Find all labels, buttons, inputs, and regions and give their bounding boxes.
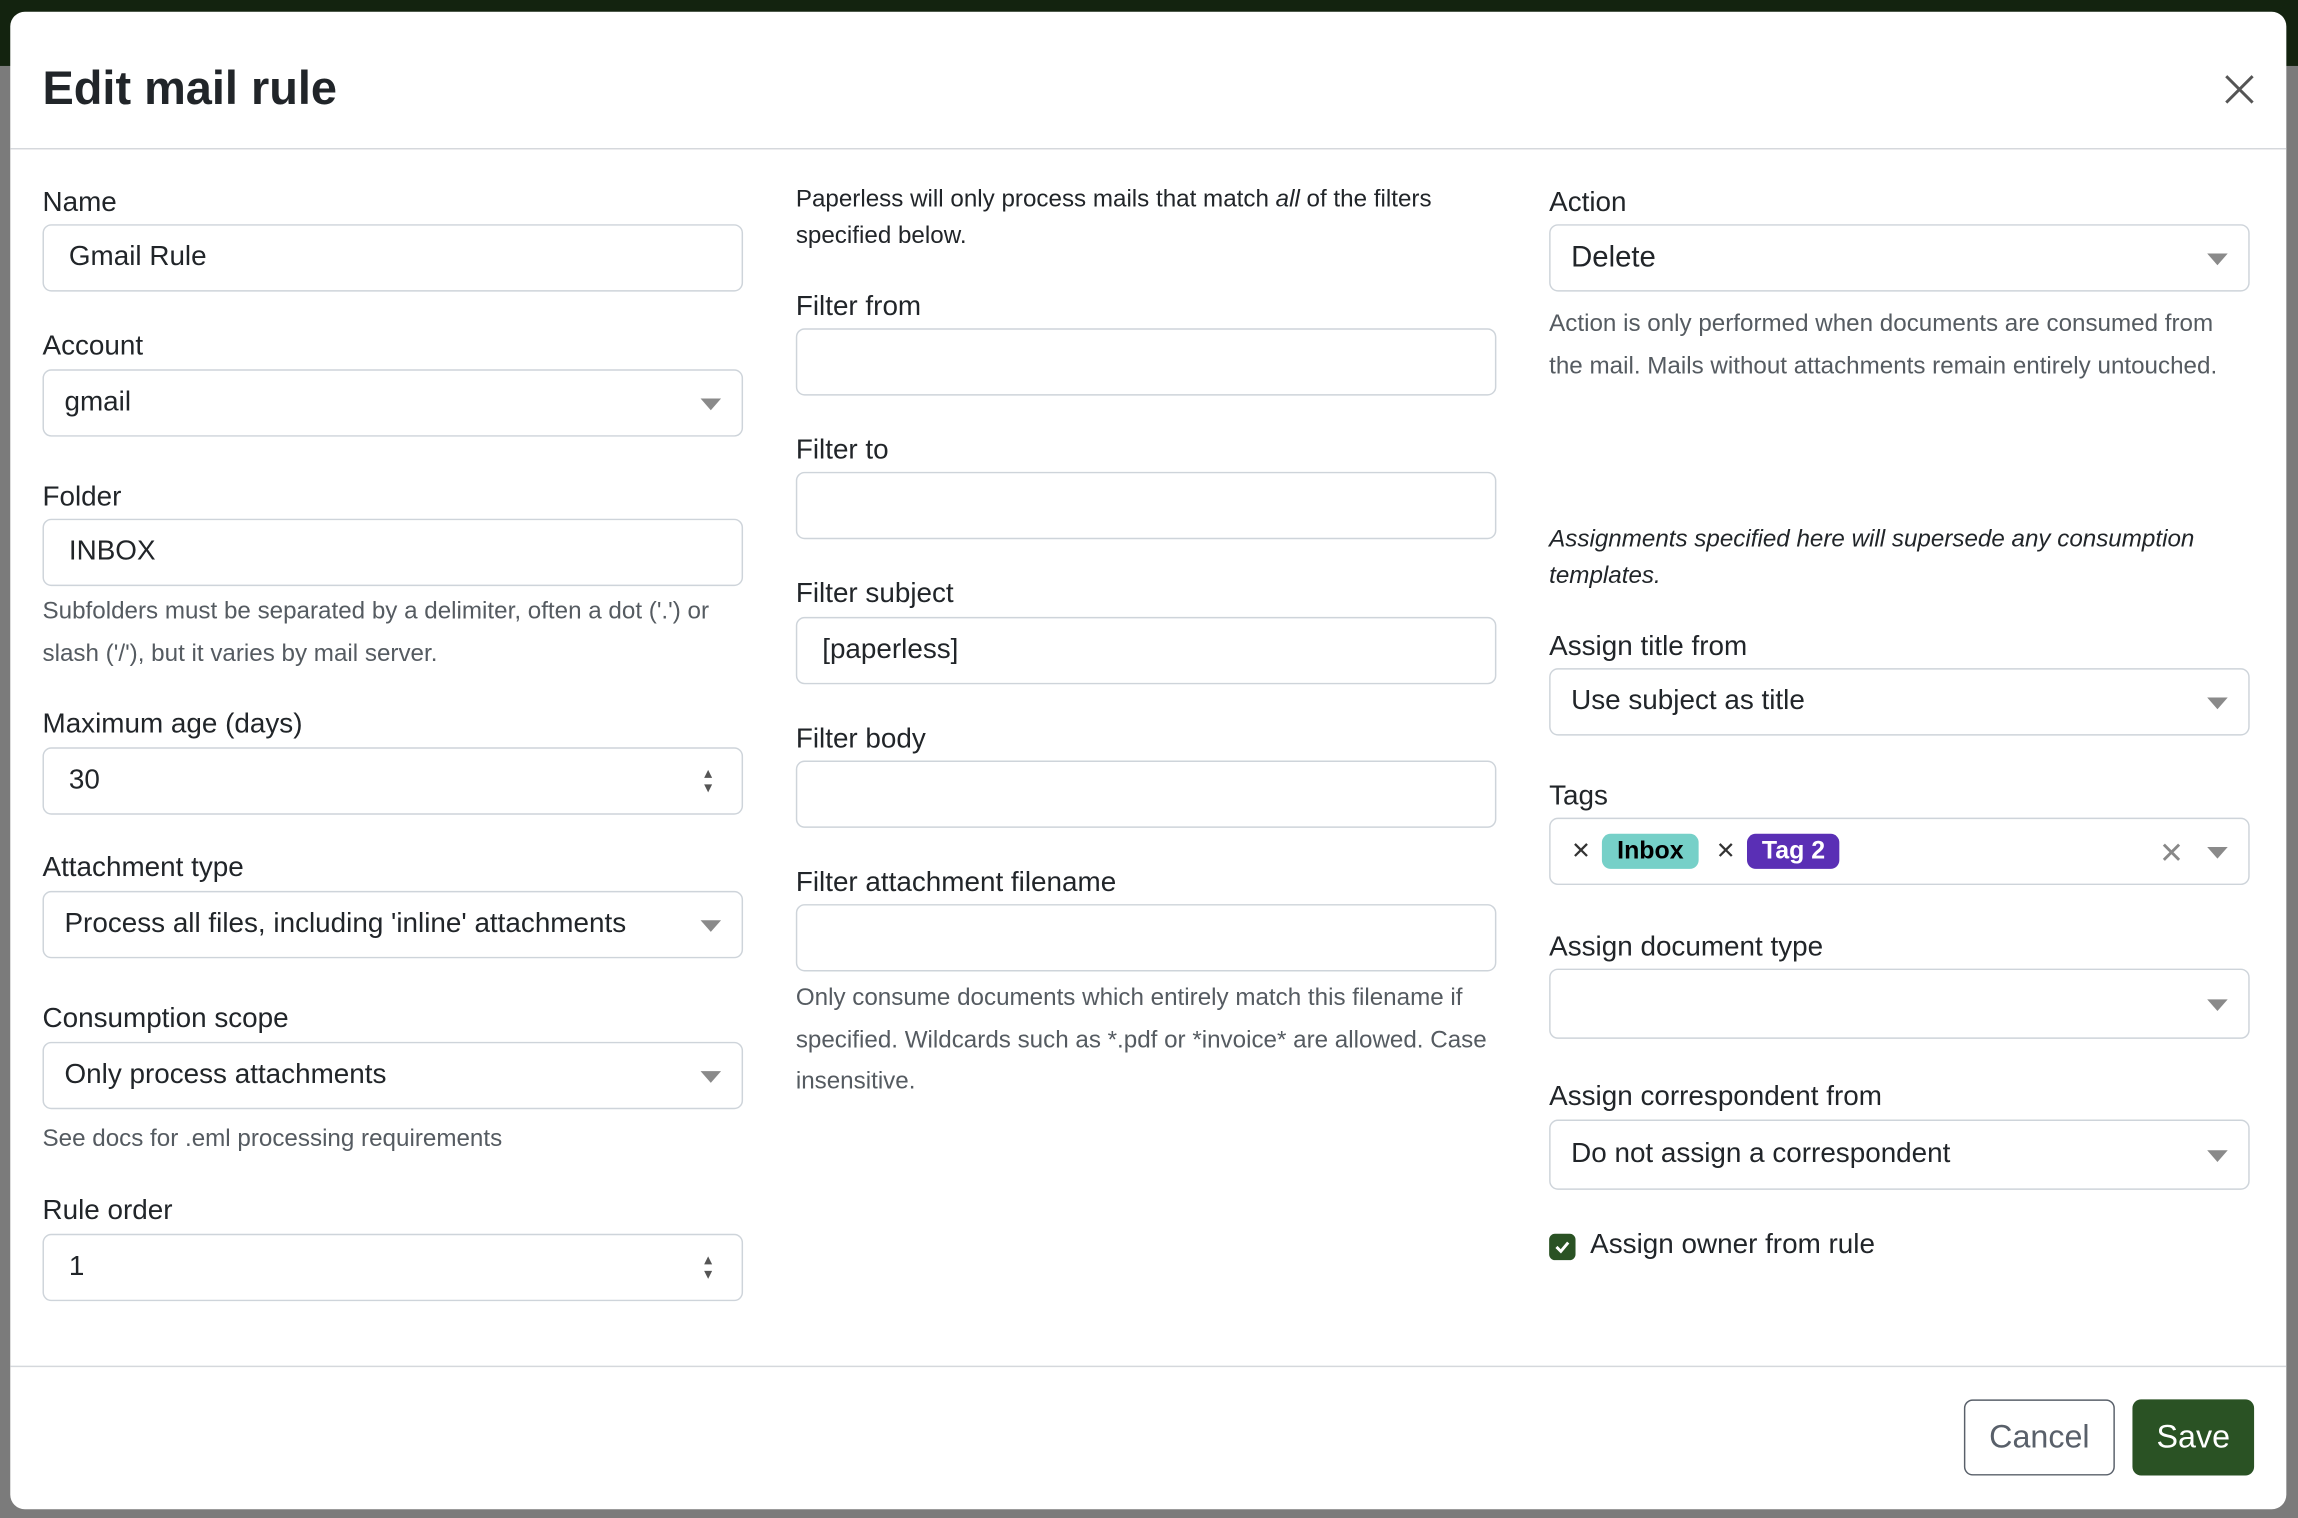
- filter-subject-value: [paperless]: [822, 634, 959, 666]
- filter-attachment-help: Only consume documents which entirely ma…: [795, 984, 1487, 1095]
- account-select[interactable]: gmail: [42, 369, 744, 437]
- correspondent-select[interactable]: Do not assign a correspondent: [1549, 1119, 2250, 1190]
- chevron-down-icon: [2207, 846, 2228, 859]
- header-divider: [10, 147, 2287, 150]
- save-button[interactable]: Save: [2132, 1399, 2255, 1476]
- doc-type-label: Assign document type: [1549, 931, 1824, 963]
- assign-title-value: Use subject as title: [1571, 685, 1805, 717]
- doc-type-select[interactable]: [1549, 968, 2250, 1039]
- stepper-icon[interactable]: ▴ ▾: [704, 764, 713, 798]
- tag-badge: Tag 2: [1747, 833, 1840, 869]
- attachment-type-label: Attachment type: [42, 852, 244, 884]
- filter-body-label: Filter body: [795, 723, 926, 755]
- assign-title-label: Assign title from: [1549, 631, 1748, 663]
- correspondent-value: Do not assign a correspondent: [1571, 1138, 1951, 1170]
- intro-text: Paperless will only process mails that m…: [795, 186, 1276, 213]
- cancel-button[interactable]: Cancel: [1963, 1399, 2115, 1476]
- clear-all-icon[interactable]: ✕: [2159, 838, 2184, 871]
- attachment-type-select[interactable]: Process all files, including 'inline' at…: [42, 890, 744, 959]
- assignments-note: Assignments specified here will supersed…: [1549, 526, 2195, 589]
- chevron-down-icon: [2207, 999, 2228, 1012]
- action-help: Action is only performed when documents …: [1549, 310, 2218, 379]
- folder-help: Subfolders must be separated by a delimi…: [42, 597, 710, 666]
- name-value: Gmail Rule: [68, 241, 207, 273]
- max-age-input[interactable]: 30 ▴ ▾: [42, 747, 744, 815]
- filter-body-input[interactable]: [795, 760, 1497, 828]
- action-select[interactable]: Delete: [1549, 224, 2250, 292]
- assign-title-select[interactable]: Use subject as title: [1549, 668, 2250, 736]
- consumption-scope-label: Consumption scope: [42, 1003, 289, 1035]
- account-label: Account: [42, 331, 144, 362]
- assign-owner-checkbox[interactable]: [1549, 1233, 1576, 1261]
- name-input[interactable]: Gmail Rule: [42, 224, 744, 292]
- chevron-down-icon: [700, 920, 722, 932]
- consumption-scope-value: Only process attachments: [64, 1059, 387, 1091]
- account-value: gmail: [64, 386, 132, 418]
- chevron-down-icon: [700, 398, 722, 411]
- folder-value: INBOX: [68, 536, 156, 568]
- filter-from-label: Filter from: [795, 291, 922, 323]
- max-age-value: 30: [68, 764, 100, 796]
- chevron-down-icon: [700, 1071, 722, 1083]
- max-age-label: Maximum age (days): [42, 709, 303, 740]
- dialog-title: Edit mail rule: [42, 61, 337, 115]
- filter-from-input[interactable]: [795, 328, 1497, 396]
- check-icon: [1555, 1241, 1570, 1254]
- remove-tag-icon[interactable]: ✕: [1571, 839, 1591, 865]
- intro-emphasis: all: [1275, 186, 1300, 213]
- filter-subject-input[interactable]: [paperless]: [795, 616, 1497, 685]
- filter-to-input[interactable]: [795, 471, 1497, 540]
- rule-order-input[interactable]: 1 ▴ ▾: [42, 1233, 744, 1302]
- chevron-down-icon: [2207, 253, 2228, 266]
- filter-attachment-label: Filter attachment filename: [795, 867, 1117, 899]
- assign-owner-label[interactable]: Assign owner from rule: [1590, 1229, 1875, 1261]
- action-label: Action: [1549, 187, 1627, 219]
- tag-badge: Inbox: [1602, 833, 1699, 869]
- close-icon[interactable]: [2220, 70, 2258, 108]
- filter-to-label: Filter to: [795, 435, 889, 466]
- name-label: Name: [42, 187, 117, 219]
- tags-label: Tags: [1549, 781, 1608, 812]
- edit-mail-rule-dialog: Edit mail rule Name Gmail Rule Account g…: [10, 11, 2287, 1510]
- action-value: Delete: [1571, 241, 1656, 274]
- tags-select[interactable]: ✕ Inbox ✕ Tag 2 ✕: [1549, 817, 2250, 886]
- folder-input[interactable]: INBOX: [42, 518, 744, 587]
- rule-order-label: Rule order: [42, 1195, 173, 1227]
- footer-divider: [10, 1365, 2287, 1368]
- stepper-icon[interactable]: ▴ ▾: [704, 1251, 713, 1284]
- filter-attachment-input[interactable]: [795, 904, 1497, 972]
- attachment-type-value: Process all files, including 'inline' at…: [64, 908, 627, 940]
- consumption-scope-select[interactable]: Only process attachments: [42, 1041, 744, 1110]
- correspondent-label: Assign correspondent from: [1549, 1081, 1882, 1113]
- chevron-down-icon: [2207, 697, 2228, 710]
- remove-tag-icon[interactable]: ✕: [1715, 839, 1736, 865]
- consumption-scope-help: See docs for .eml processing requirement…: [42, 1125, 503, 1152]
- filter-subject-label: Filter subject: [795, 578, 954, 610]
- filters-intro: Paperless will only process mails that m…: [796, 182, 1514, 254]
- intro-text-end: of the filters specified below.: [795, 186, 1432, 249]
- chevron-down-icon: [2207, 1150, 2228, 1162]
- rule-order-value: 1: [68, 1251, 85, 1283]
- folder-label: Folder: [42, 482, 122, 513]
